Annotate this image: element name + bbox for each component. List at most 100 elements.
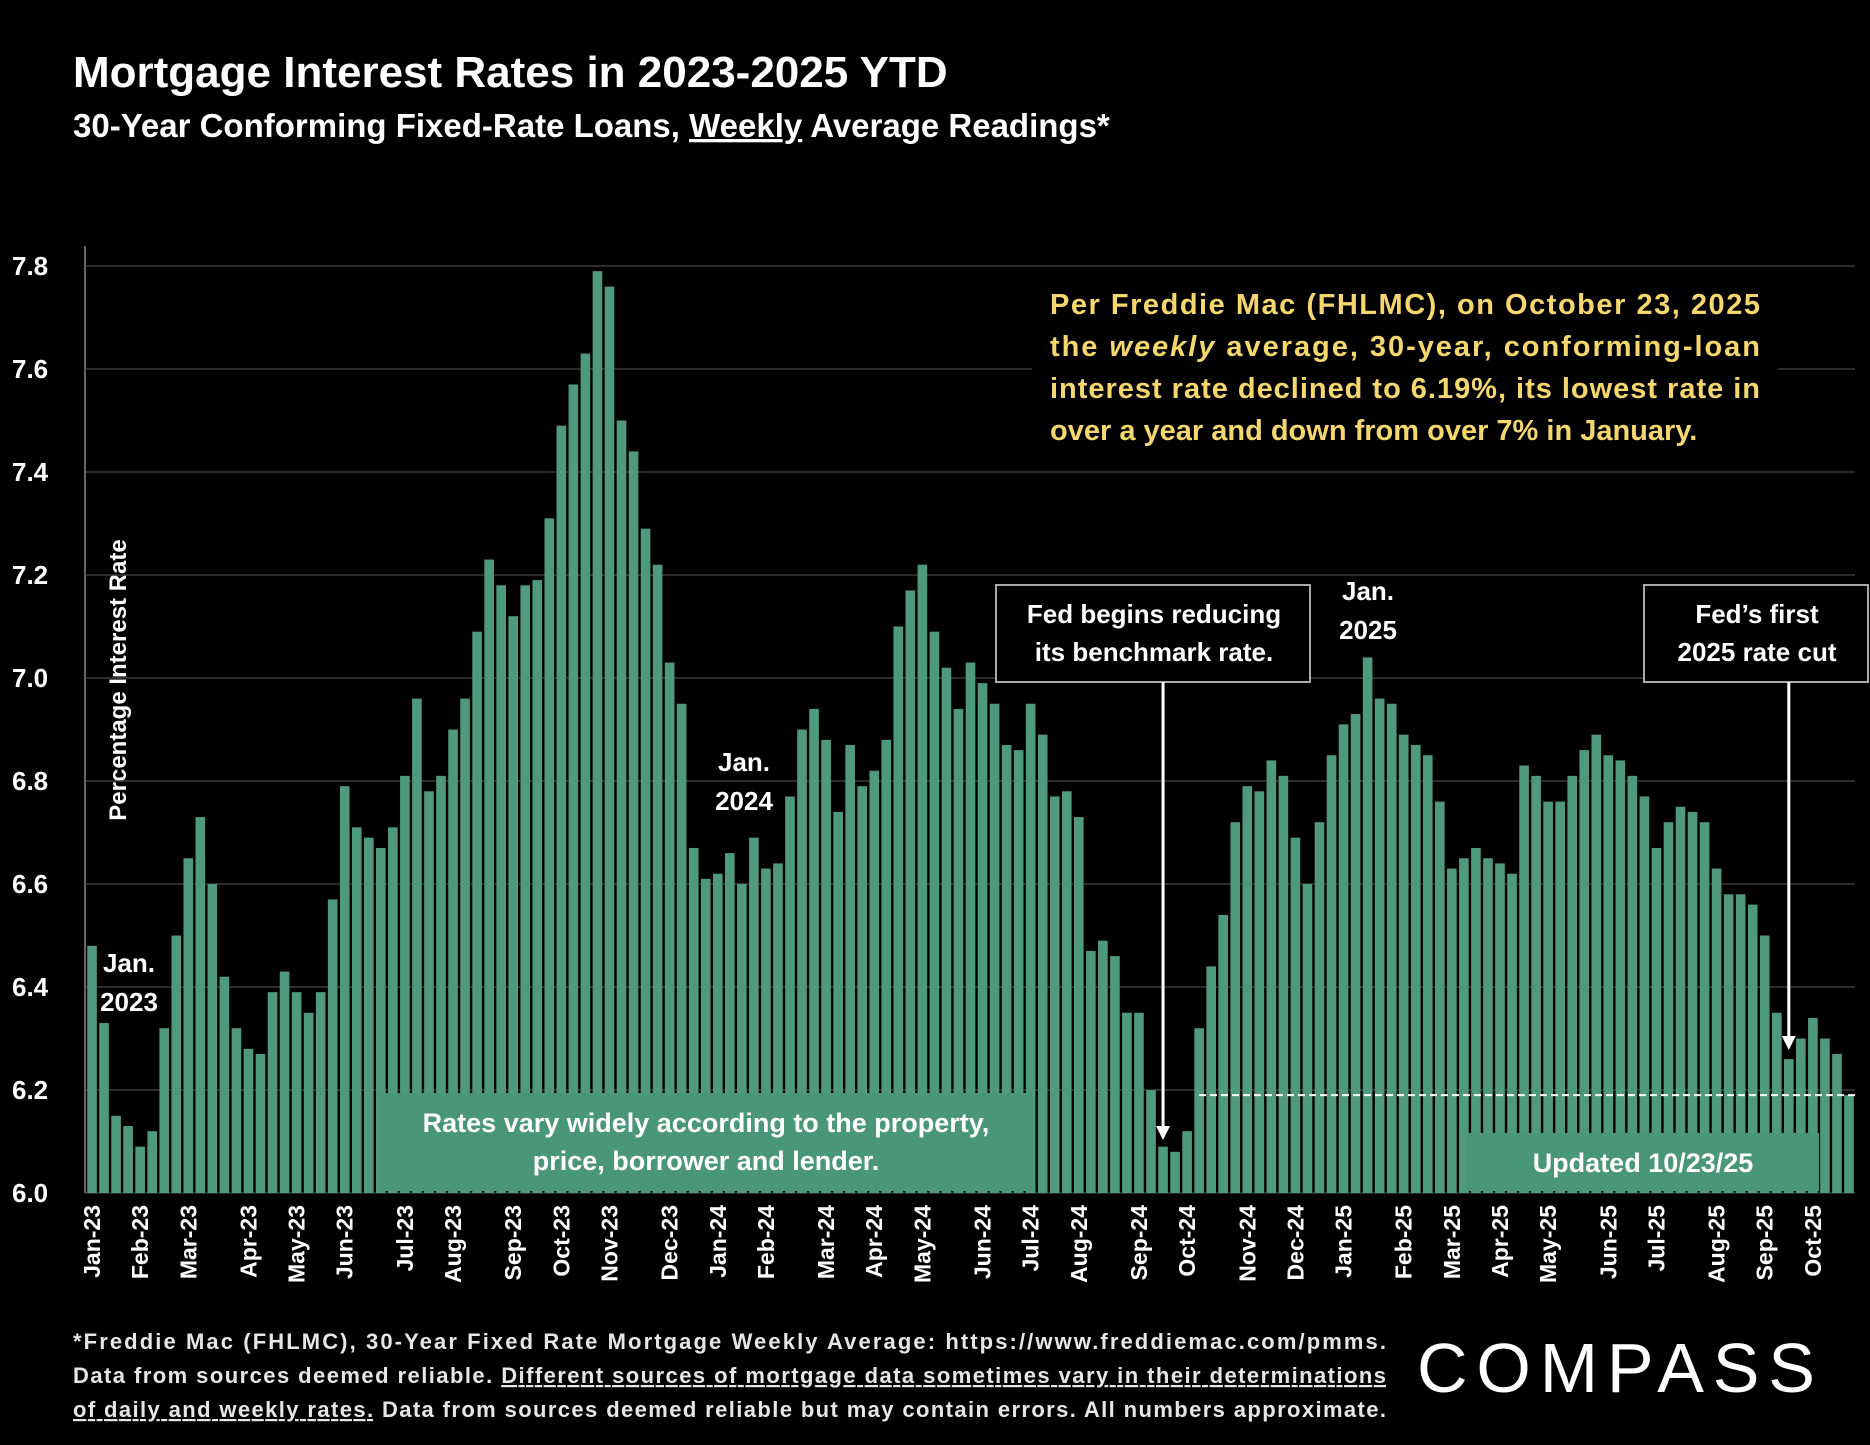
bar (664, 662, 675, 1193)
y-tick-label: 6.0 (12, 1178, 48, 1208)
bar (1086, 950, 1096, 1193)
bar (1374, 698, 1385, 1193)
bar (87, 945, 97, 1193)
bar (460, 698, 470, 1193)
updated-text: Updated 10/23/25 (1533, 1148, 1754, 1178)
year-label: 2023 (100, 987, 158, 1017)
x-tick-label: Sep-25 (1752, 1205, 1778, 1281)
x-tick-label: Aug-24 (1066, 1205, 1092, 1283)
note-text: Rates vary widely according to the prope… (423, 1108, 990, 1138)
bar (1687, 811, 1698, 1193)
text-part: of daily and weekly rates. (73, 1397, 373, 1422)
x-tick-label: May-23 (284, 1205, 310, 1283)
bar (1314, 822, 1325, 1193)
bar (123, 1126, 133, 1193)
bar (1832, 1053, 1842, 1193)
footnote-line: *Freddie Mac (FHLMC), 30-Year Fixed Rate… (73, 1329, 1386, 1354)
bar (400, 775, 410, 1193)
bar (1242, 786, 1253, 1193)
bar (1001, 744, 1012, 1193)
x-tick-label: Mar-23 (175, 1205, 201, 1279)
bar (965, 662, 976, 1193)
bar (243, 1048, 254, 1193)
bar (1759, 935, 1770, 1193)
footnote-line: of daily and weekly rates. Data from sou… (73, 1397, 1386, 1422)
chart-subtitle: 30-Year Conforming Fixed-Rate Loans, Wee… (73, 107, 1110, 144)
bar (929, 631, 940, 1193)
bar (1278, 775, 1289, 1193)
bar (267, 992, 278, 1193)
bar (1025, 703, 1036, 1193)
bar (1362, 657, 1373, 1193)
year-label: Jan. (103, 948, 155, 978)
bar (797, 729, 807, 1193)
info-box (1032, 277, 1778, 451)
text-part: Average Readings* (802, 107, 1110, 144)
bar (821, 739, 831, 1193)
y-axis-title: Percentage Interest Rate (105, 539, 132, 820)
bar (1543, 801, 1553, 1193)
bar (219, 976, 230, 1193)
bar (1098, 940, 1108, 1193)
bar (905, 590, 916, 1193)
x-tick-label: Dec-23 (657, 1205, 683, 1280)
x-tick-label: May-25 (1535, 1205, 1561, 1283)
bar (1603, 755, 1614, 1193)
bar (255, 1053, 266, 1193)
x-tick-label: Feb-25 (1391, 1205, 1417, 1279)
y-tick-label: 7.2 (12, 560, 48, 590)
bar (1796, 1038, 1806, 1193)
bar (941, 667, 952, 1193)
y-tick-label: 6.8 (12, 766, 48, 796)
arrow-head (1156, 1126, 1171, 1140)
bar (1591, 734, 1602, 1193)
x-tick-label: Nov-23 (596, 1205, 622, 1282)
y-tick-label: 6.6 (12, 869, 48, 899)
y-tick-label: 7.8 (12, 251, 48, 281)
arrow-head (1781, 1036, 1796, 1050)
footnote-line: Data from sources deemed reliable. Diffe… (73, 1363, 1386, 1388)
bar (388, 827, 398, 1193)
bar (869, 770, 880, 1193)
bar (1747, 904, 1758, 1193)
info-line: Per Freddie Mac (FHLMC), on October 23, … (1050, 289, 1760, 321)
x-tick-label: Oct-23 (548, 1205, 574, 1277)
y-tick-label: 7.4 (12, 457, 49, 487)
bar (568, 384, 579, 1193)
y-tick-label: 7.0 (12, 663, 48, 693)
bar (363, 837, 374, 1193)
bar (532, 580, 543, 1193)
bar (1483, 858, 1493, 1193)
x-tick-label: Sep-23 (500, 1205, 526, 1280)
bar (1410, 744, 1421, 1193)
bar (1134, 1012, 1144, 1193)
x-tick-label: Dec-24 (1282, 1205, 1308, 1281)
bar (712, 873, 723, 1193)
bar (496, 585, 506, 1193)
x-tick-label: Mar-24 (813, 1205, 839, 1279)
y-tick-label: 6.2 (12, 1075, 48, 1105)
bar (339, 786, 350, 1193)
bar (1615, 760, 1626, 1193)
bar (111, 1115, 121, 1193)
bar (1158, 1146, 1168, 1193)
note-text: price, borrower and lender. (533, 1146, 880, 1176)
x-tick-label: Aug-25 (1704, 1205, 1730, 1283)
bar (1651, 847, 1662, 1193)
x-tick-label: Feb-24 (753, 1205, 779, 1279)
bar (1808, 1017, 1818, 1193)
bar (652, 564, 663, 1193)
bar (412, 698, 422, 1193)
bar (604, 286, 615, 1194)
year-label: Jan. (1342, 576, 1394, 606)
bar (183, 858, 194, 1193)
bar (1230, 822, 1241, 1193)
bar (484, 559, 494, 1193)
bar (580, 353, 591, 1193)
bar (1507, 873, 1517, 1193)
bar (1326, 755, 1337, 1193)
bar (1386, 703, 1397, 1193)
bar (1820, 1038, 1830, 1193)
bar (1844, 1095, 1854, 1193)
